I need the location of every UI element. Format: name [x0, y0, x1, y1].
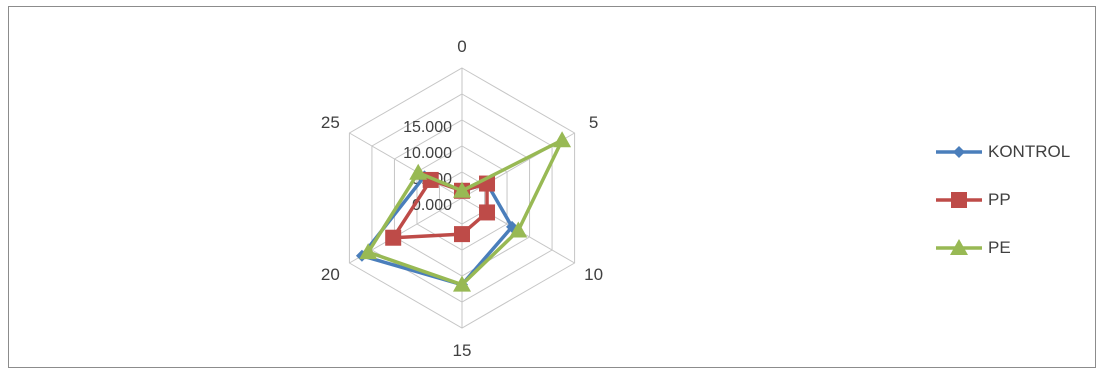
legend-swatch — [936, 239, 982, 255]
series-line — [360, 174, 514, 287]
legend-swatch — [936, 192, 982, 208]
data-point — [409, 163, 428, 180]
data-point — [385, 229, 402, 246]
data-point — [454, 226, 470, 243]
data-point — [509, 221, 528, 238]
data-point — [453, 181, 471, 198]
data-point — [453, 275, 471, 292]
legend-swatch — [936, 146, 982, 158]
category-label: 20 — [321, 265, 340, 284]
legend-marker — [950, 239, 968, 255]
series-layer — [355, 131, 572, 292]
legend-label: PE — [988, 238, 1011, 257]
legend-item-pe: PE — [934, 235, 1070, 261]
legend-item-pp: PP — [934, 187, 1070, 213]
category-label: 0 — [457, 37, 466, 56]
series-pe — [359, 131, 572, 292]
legend-label: KONTROL — [988, 142, 1071, 161]
category-label: 5 — [589, 113, 598, 132]
series-pp — [385, 171, 496, 246]
tick-label: 15.000 — [403, 119, 452, 136]
category-labels: 0 5 10 15 20 25 — [321, 37, 603, 360]
category-label: 10 — [584, 265, 603, 284]
legend: KONTROL PP PE — [934, 139, 1070, 283]
category-label: 15 — [453, 341, 472, 360]
legend-item-kontrol: KONTROL — [934, 139, 1070, 165]
legend-marker — [951, 192, 967, 208]
data-point — [553, 131, 572, 148]
tick-label: 10.000 — [403, 145, 452, 162]
data-point — [359, 243, 378, 260]
category-label: 25 — [321, 113, 340, 132]
grid-spoke — [349, 132, 463, 199]
legend-marker — [953, 146, 965, 158]
legend-label: PP — [988, 190, 1011, 209]
tick-label: 0.000 — [412, 197, 452, 214]
data-point — [479, 204, 496, 221]
